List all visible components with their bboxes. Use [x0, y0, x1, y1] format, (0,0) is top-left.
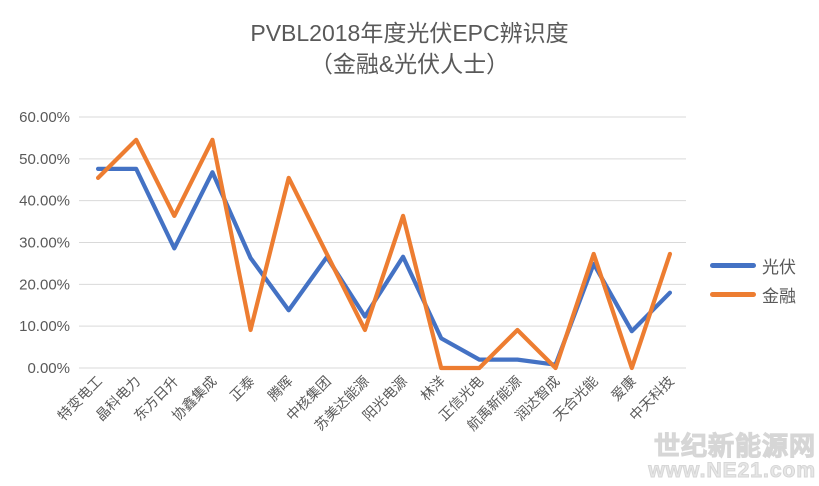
pv-legend-label: 光伏	[762, 258, 796, 277]
x-axis-category-label: 林洋	[417, 373, 448, 404]
chart-title-line2: （金融&光伏人士）	[309, 51, 510, 77]
legend-item-finance: 金融	[710, 280, 796, 309]
legend-item-pv: 光伏	[710, 251, 796, 280]
x-axis-category-label: 腾晖	[265, 373, 296, 404]
finance-series-line	[95, 137, 673, 371]
watermark-site-name: 世纪新能源网	[653, 430, 816, 461]
y-axis-tick-label: 30.00%	[19, 235, 70, 252]
x-axis-category-label: 正泰	[227, 373, 258, 404]
y-axis-tick-label: 40.00%	[19, 193, 70, 210]
watermark-site-url: www.NE21.com	[648, 458, 816, 482]
x-axis-category-label: 爱康	[608, 373, 639, 404]
y-axis-tick-label: 50.00%	[19, 151, 70, 168]
chart-title: PVBL2018年度光伏EPC辨识度 （金融&光伏人士）	[0, 18, 819, 80]
finance-legend-label: 金融	[762, 287, 796, 306]
y-axis-tick-label: 20.00%	[19, 276, 70, 293]
chart-title-line1: PVBL2018年度光伏EPC辨识度	[250, 20, 569, 46]
watermark: 世纪新能源网 www.NE21.com	[648, 430, 816, 482]
finance-legend-swatch-line	[710, 292, 756, 297]
pv-legend-swatch-line	[710, 263, 756, 268]
legend: 光伏 金融	[710, 251, 796, 309]
y-axis-tick-label: 60.00%	[19, 109, 70, 126]
y-axis-tick-label: 10.00%	[19, 318, 70, 335]
y-axis-tick-label: 0.00%	[27, 360, 70, 377]
